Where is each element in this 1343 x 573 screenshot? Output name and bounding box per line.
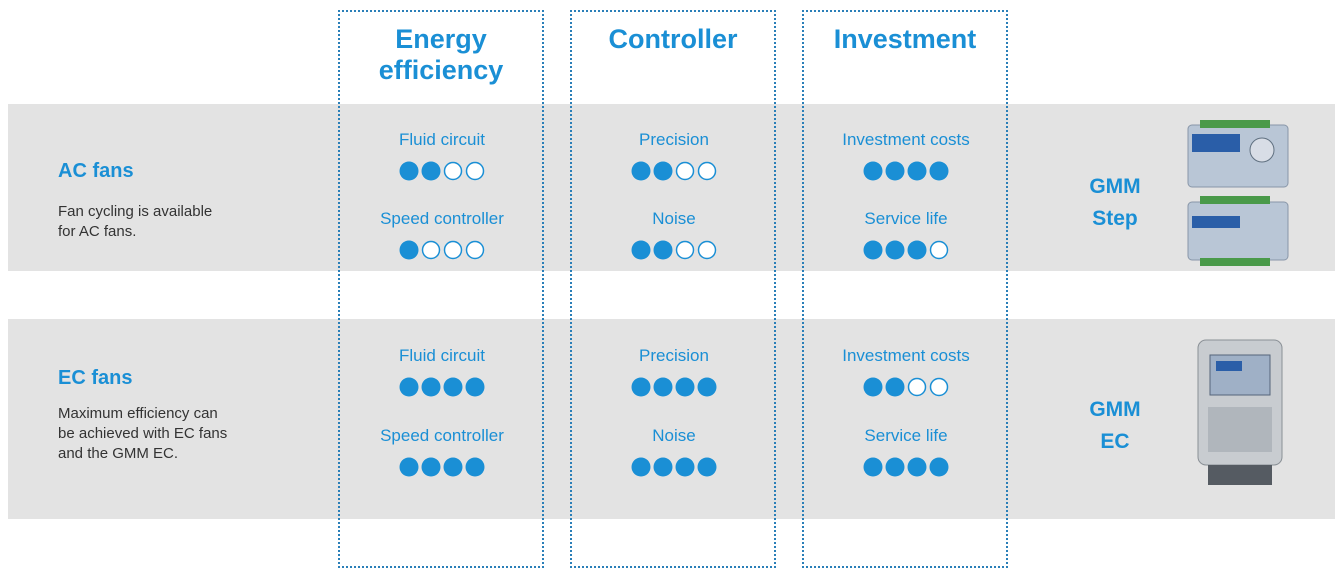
dot-filled: [929, 457, 949, 477]
rating: [631, 161, 717, 181]
column-frame: [570, 10, 776, 568]
dot-filled: [399, 377, 419, 397]
dot-filled: [421, 377, 441, 397]
dot-filled: [399, 457, 419, 477]
dot-filled: [863, 457, 883, 477]
dot-filled: [697, 377, 717, 397]
dot-empty: [697, 240, 717, 260]
rating: [399, 457, 485, 477]
dot-filled: [421, 457, 441, 477]
dot-filled: [631, 161, 651, 181]
dot-empty: [697, 161, 717, 181]
rating-label: Noise: [652, 209, 696, 228]
dot-filled: [863, 377, 883, 397]
dot-filled: [929, 161, 949, 181]
dot-filled: [907, 457, 927, 477]
dot-filled: [631, 377, 651, 397]
rating-label: Investment costs: [842, 130, 970, 149]
dot-filled: [863, 161, 883, 181]
row-description: for AC fans.: [58, 223, 137, 240]
dot-empty: [465, 240, 485, 260]
rating-label: Precision: [639, 130, 709, 149]
rating: [863, 161, 949, 181]
rating-label: Service life: [864, 426, 948, 445]
dot-filled: [885, 457, 905, 477]
dot-empty: [929, 240, 949, 260]
dot-filled: [863, 240, 883, 260]
column-header: Energy efficiency: [378, 24, 504, 85]
product-name: Step: [1092, 207, 1138, 230]
column-frame: [802, 10, 1008, 568]
dot-filled: [443, 377, 463, 397]
dot-filled: [675, 457, 695, 477]
rating-label: Speed controller: [380, 426, 504, 445]
rating-label: Precision: [639, 346, 709, 365]
dot-filled: [465, 457, 485, 477]
dot-filled: [631, 240, 651, 260]
dot-empty: [675, 161, 695, 181]
device-image: [1187, 120, 1289, 266]
dot-filled: [697, 457, 717, 477]
dot-filled: [653, 161, 673, 181]
rating-label: Investment costs: [842, 346, 970, 365]
rating: [863, 240, 949, 260]
product-name: GMM: [1089, 175, 1141, 198]
dot-empty: [907, 377, 927, 397]
row-name: EC fans: [58, 367, 133, 389]
rating-label: Noise: [652, 426, 696, 445]
row-name: AC fans: [58, 160, 134, 182]
row-description: Maximum efficiency can: [58, 405, 218, 422]
rating: [631, 377, 717, 397]
column-frame: [338, 10, 544, 568]
dot-filled: [399, 161, 419, 181]
dot-filled: [443, 457, 463, 477]
column-header: Controller: [608, 24, 738, 54]
rating: [631, 457, 717, 477]
dot-filled: [885, 161, 905, 181]
dot-filled: [885, 240, 905, 260]
dot-empty: [465, 161, 485, 181]
rating-label: Service life: [864, 209, 948, 228]
dot-filled: [653, 457, 673, 477]
dot-filled: [631, 457, 651, 477]
dot-empty: [443, 240, 463, 260]
dot-filled: [675, 377, 695, 397]
rating: [399, 161, 485, 181]
dot-filled: [885, 377, 905, 397]
dot-filled: [465, 377, 485, 397]
row-description: and the GMM EC.: [58, 445, 179, 462]
row-description: be achieved with EC fans: [58, 425, 228, 442]
dot-empty: [421, 240, 441, 260]
rating: [863, 377, 949, 397]
product-name: GMM: [1089, 398, 1141, 421]
dot-empty: [443, 161, 463, 181]
rating: [631, 240, 717, 260]
device-image: [1197, 339, 1283, 485]
dot-filled: [399, 240, 419, 260]
row-description: Fan cycling is available: [58, 203, 213, 220]
rating-label: Speed controller: [380, 209, 504, 228]
dot-empty: [675, 240, 695, 260]
dot-filled: [653, 240, 673, 260]
dot-empty: [929, 377, 949, 397]
product-name: EC: [1100, 430, 1130, 453]
rating: [399, 240, 485, 260]
row-band: [8, 319, 1335, 519]
dot-filled: [907, 240, 927, 260]
dot-filled: [421, 161, 441, 181]
rating-label: Fluid circuit: [399, 346, 485, 365]
row-band: [8, 104, 1335, 271]
rating-label: Fluid circuit: [399, 130, 485, 149]
rating: [863, 457, 949, 477]
rating: [399, 377, 485, 397]
dot-filled: [907, 161, 927, 181]
column-header: Investment: [833, 24, 977, 54]
dot-filled: [653, 377, 673, 397]
